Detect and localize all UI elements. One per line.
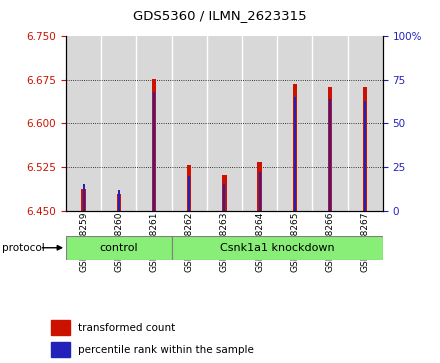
Bar	[101, 36, 136, 211]
Bar	[329, 99, 331, 211]
Bar	[118, 189, 120, 211]
Bar	[66, 236, 172, 260]
Bar	[83, 184, 84, 211]
Bar	[172, 236, 383, 260]
Bar	[312, 36, 348, 211]
Bar	[207, 36, 242, 211]
Text: Csnk1a1 knockdown: Csnk1a1 knockdown	[220, 243, 334, 253]
Bar	[152, 79, 156, 211]
Bar	[51, 342, 70, 357]
Bar	[242, 36, 277, 211]
Text: transformed count: transformed count	[78, 323, 175, 333]
Text: control: control	[99, 243, 138, 253]
Bar	[187, 165, 191, 211]
Bar	[153, 92, 155, 211]
Bar	[117, 194, 121, 211]
Bar	[257, 162, 262, 211]
Bar	[294, 97, 296, 211]
Text: GDS5360 / ILMN_2623315: GDS5360 / ILMN_2623315	[133, 9, 307, 22]
Bar	[222, 175, 227, 211]
Bar	[364, 101, 366, 211]
Bar	[81, 189, 86, 211]
Bar	[348, 36, 383, 211]
Bar	[363, 87, 367, 211]
Bar	[51, 320, 70, 335]
Bar	[224, 184, 225, 211]
Text: protocol: protocol	[2, 243, 45, 253]
Bar	[277, 36, 312, 211]
Bar	[66, 36, 101, 211]
Bar	[259, 172, 260, 211]
Text: percentile rank within the sample: percentile rank within the sample	[78, 345, 253, 355]
Bar	[293, 84, 297, 211]
Bar	[328, 87, 332, 211]
Bar	[188, 176, 190, 211]
Bar	[172, 36, 207, 211]
Bar	[136, 36, 172, 211]
